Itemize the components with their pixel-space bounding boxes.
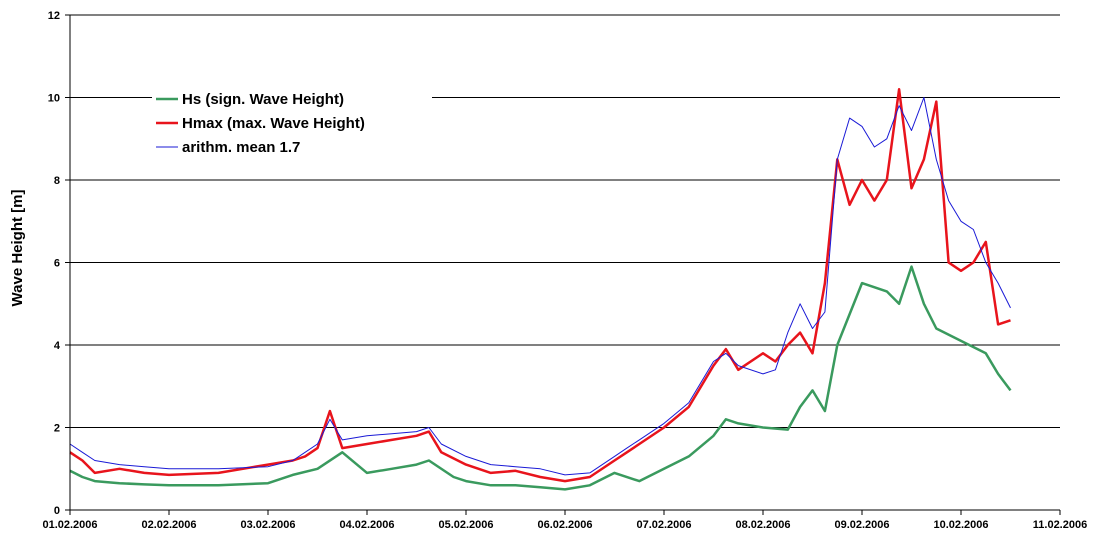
x-tick-label: 04.02.2006 bbox=[339, 519, 394, 531]
y-tick-label: 0 bbox=[54, 505, 60, 517]
gridlines bbox=[70, 14, 1060, 428]
series-layer bbox=[69, 88, 1012, 491]
x-tick-label: 01.02.2006 bbox=[42, 519, 97, 531]
y-tick-label: 10 bbox=[48, 93, 60, 105]
legend-background bbox=[152, 88, 432, 164]
x-tick-label: 05.02.2006 bbox=[438, 519, 493, 531]
x-tick-label: 09.02.2006 bbox=[834, 519, 889, 531]
y-axis-title: Wave Height [m] bbox=[9, 190, 26, 307]
series-line-1 bbox=[69, 265, 1012, 491]
x-tick-label: 03.02.2006 bbox=[240, 519, 295, 531]
x-tick-label: 08.02.2006 bbox=[735, 519, 790, 531]
y-tick-label: 6 bbox=[54, 258, 60, 270]
x-tick-label: 06.02.2006 bbox=[537, 519, 592, 531]
legend-label-1: Hs (sign. Wave Height) bbox=[182, 91, 344, 108]
x-tick-label: 11.02.2006 bbox=[1033, 519, 1087, 531]
x-tick-label: 02.02.2006 bbox=[141, 519, 196, 531]
legend-label-3: arithm. mean 1.7 bbox=[182, 139, 300, 156]
y-tick-label: 8 bbox=[54, 175, 60, 187]
legend-label-2: Hmax (max. Wave Height) bbox=[182, 115, 365, 132]
x-tick-label: 10.02.2006 bbox=[933, 519, 988, 531]
y-tick-label: 4 bbox=[54, 340, 61, 352]
series-line-2 bbox=[69, 88, 1011, 483]
x-tick-labels: 01.02.2006 02.02.2006 03.02.2006 04.02.2006… bbox=[42, 510, 1087, 531]
y-tick-label: 12 bbox=[48, 10, 60, 22]
x-tick-label: 07.02.2006 bbox=[636, 519, 691, 531]
legend: Hs (sign. Wave Height) Hmax (max. Wave He… bbox=[152, 88, 432, 164]
series-line-3 bbox=[69, 97, 1011, 476]
y-tick-labels: 0 2 4 6 8 10 12 bbox=[48, 10, 70, 517]
y-tick-label: 2 bbox=[54, 423, 60, 435]
